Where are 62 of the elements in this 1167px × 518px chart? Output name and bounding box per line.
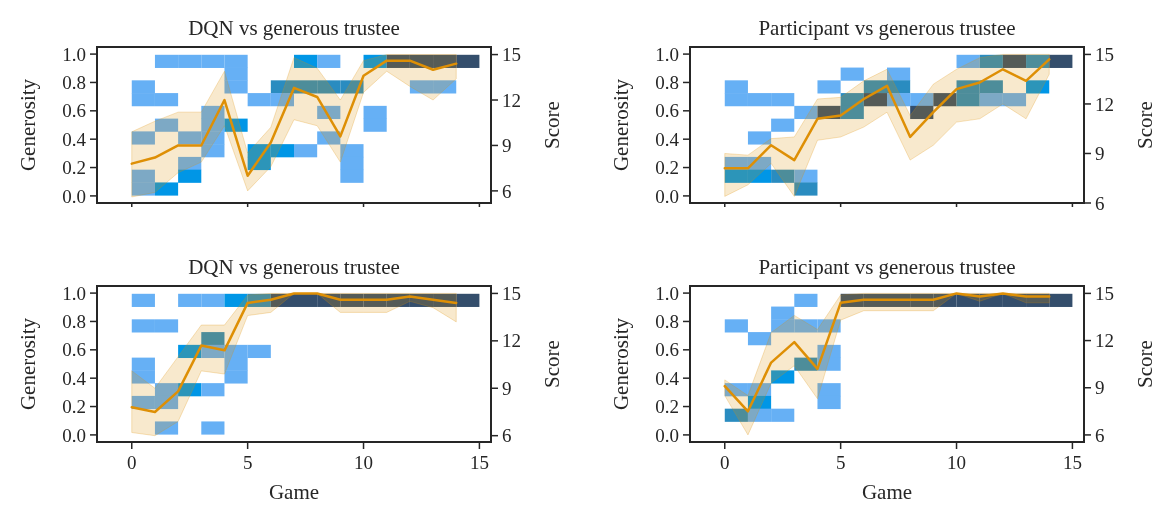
x-tick-label: 0 bbox=[127, 452, 137, 473]
y-tick-label: 0.2 bbox=[62, 157, 86, 179]
y2-tick-label: 9 bbox=[1095, 377, 1105, 399]
y2-tick-label: 15 bbox=[1095, 283, 1114, 305]
y2-axis-title: Score bbox=[540, 340, 564, 388]
y-tick-label: 0.4 bbox=[655, 367, 680, 389]
y-tick-label: 0.4 bbox=[655, 128, 680, 150]
x-tick-label: 10 bbox=[947, 452, 967, 473]
y2-tick-label: 9 bbox=[502, 377, 512, 399]
y-axis-title: Generosity bbox=[609, 78, 633, 172]
y-tick-label: 1.0 bbox=[62, 43, 86, 65]
y2-tick-label: 15 bbox=[502, 44, 521, 66]
y-tick-label: 1.0 bbox=[655, 282, 679, 304]
y-tick-label: 0.6 bbox=[62, 339, 86, 361]
y-tick-label: 0.0 bbox=[655, 424, 679, 446]
chart-title: DQN vs generous trustee bbox=[188, 16, 400, 40]
y2-tick-label: 9 bbox=[502, 135, 512, 157]
y-tick-label: 0.6 bbox=[655, 100, 679, 122]
y2-axis-title: Score bbox=[1133, 340, 1157, 388]
y2-tick-label: 15 bbox=[1095, 44, 1114, 66]
y-axis-title: Generosity bbox=[16, 78, 40, 172]
y-tick-label: 0.8 bbox=[62, 311, 86, 333]
chart-title: DQN vs generous trustee bbox=[188, 255, 400, 279]
y2-tick-label: 9 bbox=[1095, 143, 1105, 165]
x-tick-label: 10 bbox=[354, 452, 374, 473]
x-tick-label: 5 bbox=[835, 452, 846, 473]
x-tick-label: 15 bbox=[469, 452, 489, 473]
y2-tick-label: 12 bbox=[1095, 93, 1114, 115]
y-tick-label: 0.8 bbox=[655, 72, 679, 94]
y-tick-label: 0.0 bbox=[62, 185, 86, 207]
y-tick-label: 0.6 bbox=[655, 339, 679, 361]
y-tick-label: 0.2 bbox=[62, 396, 86, 418]
x-axis-title: Game bbox=[861, 480, 913, 504]
y-axis-title: Generosity bbox=[609, 317, 633, 411]
y2-tick-label: 6 bbox=[502, 425, 512, 447]
y2-tick-label: 6 bbox=[502, 180, 512, 202]
y2-tick-label: 15 bbox=[502, 283, 521, 305]
y-tick-label: 0.4 bbox=[62, 128, 87, 150]
y-tick-label: 0.0 bbox=[655, 185, 679, 207]
y-tick-label: 0.4 bbox=[62, 367, 87, 389]
y2-axis-title: Score bbox=[540, 101, 564, 149]
y-tick-label: 0.8 bbox=[655, 311, 679, 333]
y2-tick-label: 6 bbox=[1095, 424, 1105, 446]
x-tick-label: 15 bbox=[1062, 452, 1082, 473]
y2-tick-label: 12 bbox=[502, 89, 521, 111]
y-tick-label: 0.2 bbox=[655, 396, 679, 418]
y2-tick-label: 6 bbox=[1095, 192, 1105, 214]
y-tick-label: 0.0 bbox=[62, 424, 86, 446]
x-axis-title: Game bbox=[268, 480, 320, 504]
chart-title: Participant vs generous trustee bbox=[758, 16, 1016, 40]
y2-axis-title: Score bbox=[1133, 101, 1157, 149]
y2-tick-label: 12 bbox=[1095, 330, 1114, 352]
y2-tick-label: 12 bbox=[502, 330, 521, 352]
y-axis-title: Generosity bbox=[16, 317, 40, 411]
chart-title: Participant vs generous trustee bbox=[758, 255, 1016, 279]
y-tick-label: 1.0 bbox=[655, 43, 679, 65]
y-tick-label: 0.8 bbox=[62, 72, 86, 94]
y-tick-label: 1.0 bbox=[62, 282, 86, 304]
y-tick-label: 0.6 bbox=[62, 100, 86, 122]
x-tick-label: 0 bbox=[720, 452, 730, 473]
x-tick-label: 5 bbox=[242, 452, 253, 473]
y-tick-label: 0.2 bbox=[655, 157, 679, 179]
